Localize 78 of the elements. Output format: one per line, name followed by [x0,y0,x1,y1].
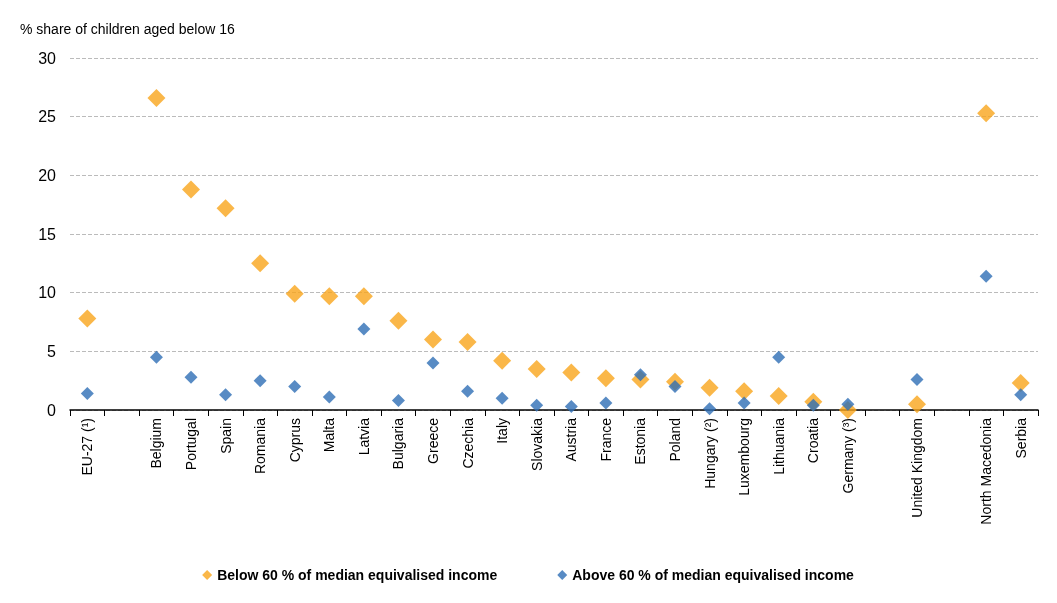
y-tick-label: 30 [38,49,57,67]
legend-label: Above 60 % of median equivalised income [572,567,855,583]
legend-label: Below 60 % of median equivalised income [217,567,498,583]
point [182,180,200,199]
point [285,284,304,303]
y-axis-title: % share of children aged below 16 [20,21,236,37]
point [426,356,440,370]
point [357,322,371,336]
x-tick-label: Germany (³) [839,418,856,494]
point [1011,374,1030,393]
x-tick-label: Greece [425,417,441,464]
point [320,287,339,306]
x-tick-label: United Kingdom [909,418,925,518]
x-tick-label: Malta [321,417,338,453]
y-tick-label: 10 [38,284,57,302]
x-tick-label: Spain [217,418,234,454]
y-tick-label: 20 [38,166,57,184]
point [772,350,786,364]
x-tick-label: Luxembourg [736,418,753,496]
x-tick-label: Bulgaria [390,417,407,470]
point [527,359,546,378]
point [149,350,163,364]
y-tick-label: 25 [38,108,57,126]
point [251,254,270,273]
point [599,396,613,410]
point [461,384,475,398]
point [288,380,302,394]
x-tick-label: Czechia [459,417,476,469]
x-tick-label: Latvia [355,417,372,456]
x-tick-label: France [597,417,614,462]
point [530,398,544,412]
y-tick-label: 15 [38,225,57,243]
point [841,397,855,411]
y-tick-label: 5 [47,342,57,360]
point [700,378,719,397]
x-tick-label: Italy [494,418,511,444]
point [493,351,512,370]
x-tick-label: Slovakia [528,417,545,471]
point [458,332,477,351]
point [389,311,408,330]
point [562,363,581,382]
x-tick-label: North Macedonia [978,417,995,525]
x-tick-label: EU-27 (¹) [79,418,96,476]
x-tick-label: Estonia [632,417,649,465]
x-tick-label: Austria [563,417,580,462]
point [391,394,405,408]
x-tick-label: Belgium [148,418,165,469]
x-tick-label: Croatia [805,417,822,464]
point [322,390,336,404]
point [253,374,267,388]
point [979,269,993,283]
point [424,330,442,349]
x-tick-label: Hungary (²) [701,418,718,489]
point [184,370,198,384]
point [216,199,235,218]
point [908,395,926,414]
point [735,382,754,401]
y-tick-label: 0 [47,401,57,419]
x-tick-label: Serbia [1012,417,1029,459]
point [495,391,509,405]
point [910,372,924,386]
point [354,287,373,306]
point [596,369,615,388]
point [1014,388,1028,402]
x-tick-label: Portugal [183,418,199,471]
point [78,309,97,328]
point [977,104,996,123]
x-tick-label: Romania [252,417,269,475]
x-tick-label: Lithuania [770,417,787,475]
point [564,399,578,413]
point [737,396,751,410]
x-tick-label: Poland [667,418,683,462]
point [769,386,788,405]
point [80,387,94,401]
point [703,402,717,416]
point [147,88,166,107]
x-tick-label: Cyprus [286,418,303,463]
point [219,388,233,402]
